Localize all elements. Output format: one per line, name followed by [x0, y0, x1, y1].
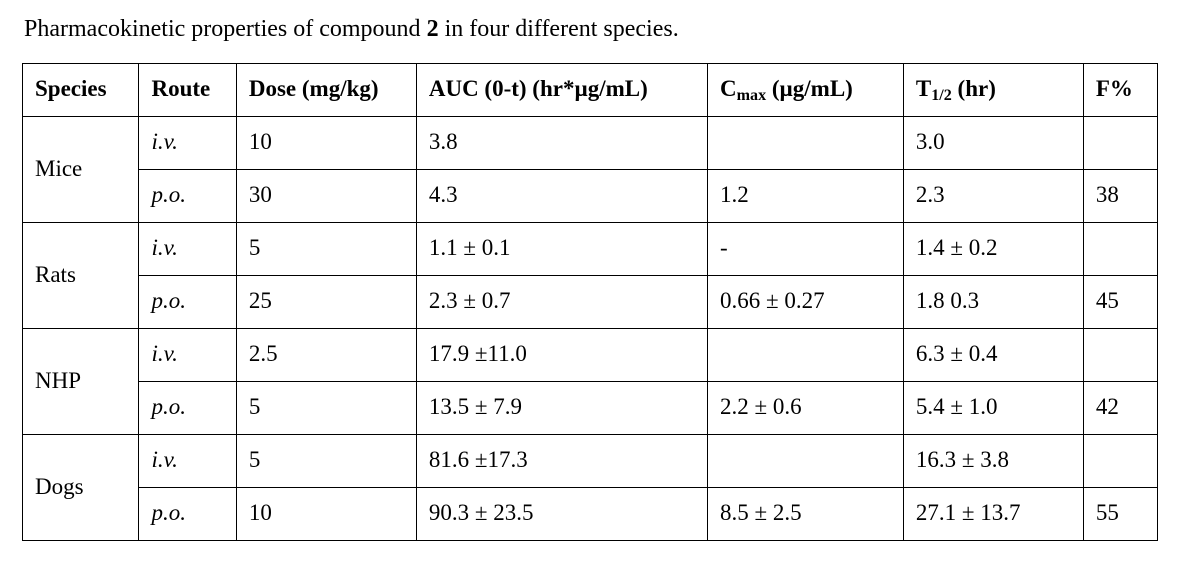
cell-f: 45 [1083, 276, 1157, 329]
cell-auc: 81.6 ±17.3 [416, 435, 707, 488]
cell-cmax [708, 435, 904, 488]
cell-cmax: 0.66 ± 0.27 [708, 276, 904, 329]
cell-auc: 3.8 [416, 117, 707, 170]
cell-auc: 13.5 ± 7.9 [416, 382, 707, 435]
cell-thalf: 3.0 [903, 117, 1083, 170]
cell-thalf: 27.1 ± 13.7 [903, 488, 1083, 541]
cell-route: p.o. [139, 488, 236, 541]
cell-cmax: - [708, 223, 904, 276]
cell-species: Dogs [23, 435, 139, 541]
cell-f: 55 [1083, 488, 1157, 541]
cell-auc: 17.9 ±11.0 [416, 329, 707, 382]
table-row: p.o. 30 4.3 1.2 2.3 38 [23, 170, 1158, 223]
col-auc: AUC (0-t) (hr*µg/mL) [416, 64, 707, 117]
cell-f [1083, 435, 1157, 488]
cell-dose: 2.5 [236, 329, 416, 382]
cell-f [1083, 329, 1157, 382]
col-f: F% [1083, 64, 1157, 117]
cell-cmax [708, 117, 904, 170]
col-cmax: Cmax (µg/mL) [708, 64, 904, 117]
caption-compound-number: 2 [427, 16, 439, 42]
col-species: Species [23, 64, 139, 117]
table-caption: Pharmacokinetic properties of compound 2… [24, 14, 1161, 45]
table-row: Rats i.v. 5 1.1 ± 0.1 - 1.4 ± 0.2 [23, 223, 1158, 276]
cell-dose: 30 [236, 170, 416, 223]
pk-table: Species Route Dose (mg/kg) AUC (0-t) (hr… [22, 63, 1158, 541]
caption-suffix: in four different species. [439, 16, 679, 42]
cell-f [1083, 223, 1157, 276]
cell-thalf: 6.3 ± 0.4 [903, 329, 1083, 382]
cell-cmax: 2.2 ± 0.6 [708, 382, 904, 435]
cell-thalf: 1.8 0.3 [903, 276, 1083, 329]
table-row: NHP i.v. 2.5 17.9 ±11.0 6.3 ± 0.4 [23, 329, 1158, 382]
table-row: p.o. 5 13.5 ± 7.9 2.2 ± 0.6 5.4 ± 1.0 42 [23, 382, 1158, 435]
cell-cmax: 1.2 [708, 170, 904, 223]
cell-dose: 5 [236, 435, 416, 488]
cell-dose: 5 [236, 223, 416, 276]
table-row: p.o. 10 90.3 ± 23.5 8.5 ± 2.5 27.1 ± 13.… [23, 488, 1158, 541]
cell-f: 38 [1083, 170, 1157, 223]
cell-cmax [708, 329, 904, 382]
cell-auc: 90.3 ± 23.5 [416, 488, 707, 541]
cell-species: Mice [23, 117, 139, 223]
cell-route: p.o. [139, 276, 236, 329]
cell-cmax: 8.5 ± 2.5 [708, 488, 904, 541]
cell-route: i.v. [139, 223, 236, 276]
cell-route: i.v. [139, 435, 236, 488]
cell-auc: 4.3 [416, 170, 707, 223]
cell-thalf: 1.4 ± 0.2 [903, 223, 1083, 276]
caption-prefix: Pharmacokinetic properties of compound [24, 16, 427, 42]
cell-thalf: 5.4 ± 1.0 [903, 382, 1083, 435]
cell-dose: 5 [236, 382, 416, 435]
table-row: Dogs i.v. 5 81.6 ±17.3 16.3 ± 3.8 [23, 435, 1158, 488]
table-header-row: Species Route Dose (mg/kg) AUC (0-t) (hr… [23, 64, 1158, 117]
cell-auc: 2.3 ± 0.7 [416, 276, 707, 329]
cell-species: NHP [23, 329, 139, 435]
cell-dose: 10 [236, 488, 416, 541]
cell-species: Rats [23, 223, 139, 329]
cell-route: i.v. [139, 329, 236, 382]
cell-route: p.o. [139, 170, 236, 223]
cell-route: i.v. [139, 117, 236, 170]
table-row: p.o. 25 2.3 ± 0.7 0.66 ± 0.27 1.8 0.3 45 [23, 276, 1158, 329]
cell-thalf: 16.3 ± 3.8 [903, 435, 1083, 488]
cell-thalf: 2.3 [903, 170, 1083, 223]
cell-f: 42 [1083, 382, 1157, 435]
cell-route: p.o. [139, 382, 236, 435]
cell-f [1083, 117, 1157, 170]
cell-auc: 1.1 ± 0.1 [416, 223, 707, 276]
col-route: Route [139, 64, 236, 117]
col-thalf: T1/2 (hr) [903, 64, 1083, 117]
col-dose: Dose (mg/kg) [236, 64, 416, 117]
table-row: Mice i.v. 10 3.8 3.0 [23, 117, 1158, 170]
cell-dose: 10 [236, 117, 416, 170]
cell-dose: 25 [236, 276, 416, 329]
